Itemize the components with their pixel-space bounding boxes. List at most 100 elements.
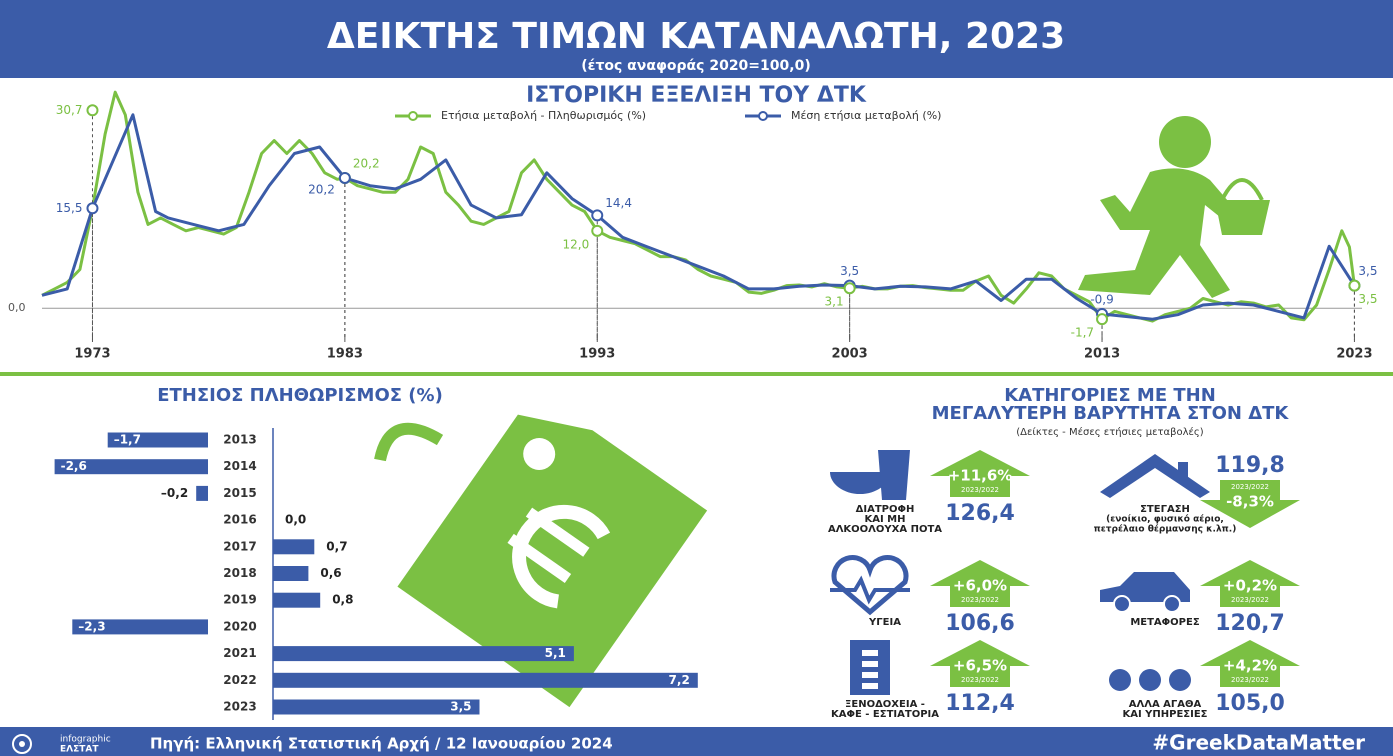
infographic: ΔΕΙΚΤΗΣ ΤΙΜΩΝ ΚΑΤΑΝΑΛΩΤΗ, 2023 (έτος ανα… bbox=[0, 0, 1393, 756]
category-label: 2022 bbox=[223, 673, 256, 687]
x-tick-label: 2003 bbox=[832, 347, 868, 362]
page-subtitle: (έτος αναφοράς 2020=100,0) bbox=[581, 58, 810, 74]
change-value: +6,0% bbox=[953, 577, 1007, 595]
page: ΔΕΙΚΤΗΣ ΤΙΜΩΝ ΚΑΤΑΝΑΛΩΤΗ, 2023 (έτος ανα… bbox=[0, 0, 1393, 756]
y-tick-label: 0,0 bbox=[8, 301, 26, 314]
footer-hashtag: #GreekDataMatter bbox=[1152, 731, 1365, 755]
bar bbox=[196, 486, 208, 501]
bar bbox=[273, 566, 308, 581]
annotation-label: 3,5 bbox=[1358, 264, 1377, 278]
category-name: ΜΕΤΑΦΟΡΕΣ bbox=[1130, 617, 1200, 628]
footer-brand: ΕΛΣΤΑΤ bbox=[60, 745, 99, 755]
annotation-label: -1,7 bbox=[1071, 326, 1094, 340]
category-name: ΚΑΦΕ - ΕΣΤΙΑΤΟΡΙΑ bbox=[831, 709, 939, 720]
value-label: –1,7 bbox=[114, 433, 141, 447]
icon bbox=[862, 661, 878, 667]
category-label: 2023 bbox=[223, 700, 256, 714]
x-tick-label: 2013 bbox=[1084, 347, 1120, 362]
icon bbox=[1139, 669, 1161, 691]
icon bbox=[862, 683, 878, 689]
bar bbox=[273, 539, 314, 554]
index-value: 126,4 bbox=[945, 501, 1015, 526]
annotation-label: 15,5 bbox=[56, 201, 83, 215]
change-period: 2023/2022 bbox=[961, 486, 999, 494]
category-label: 2020 bbox=[223, 619, 256, 633]
category-item: ΑΛΛΑ ΑΓΑΘΑΚΑΙ ΥΠΗΡΕΣΙΕΣ+4,2%2023/2022105… bbox=[1109, 640, 1300, 720]
index-value: 105,0 bbox=[1215, 691, 1285, 716]
annotation-label: 14,4 bbox=[605, 196, 632, 210]
icon bbox=[1169, 669, 1191, 691]
panel-title: ΜΕΓΑΛΥΤΕΡΗ ΒΑΡΥΤΗΤΑ ΣΤΟΝ ΔΤΚ bbox=[932, 403, 1290, 424]
category-label: 2015 bbox=[223, 486, 256, 500]
legend-label: Μέση ετήσια μεταβολή (%) bbox=[791, 109, 941, 122]
category-item: ΜΕΤΑΦΟΡΕΣ +0,2%2023/2022 120,7 bbox=[1100, 560, 1300, 636]
value-label: 3,5 bbox=[450, 700, 471, 714]
icon bbox=[862, 650, 878, 656]
category-name: ΣΤΕΓΑΣΗ bbox=[1140, 504, 1190, 515]
bar bbox=[273, 673, 698, 688]
legend-label: Ετήσια μεταβολή - Πληθωρισμός (%) bbox=[441, 109, 646, 122]
change-value: +11,6% bbox=[948, 467, 1013, 485]
page-title: ΔΕΙΚΤΗΣ ΤΙΜΩΝ ΚΑΤΑΝΑΛΩΤΗ, 2023 bbox=[327, 16, 1065, 57]
change-period: 2023/2022 bbox=[1231, 483, 1269, 491]
annotation-label: 20,2 bbox=[308, 182, 335, 196]
annotation-marker bbox=[87, 203, 97, 213]
annotation-marker bbox=[845, 283, 855, 293]
walking-figure bbox=[1078, 116, 1270, 298]
category-name: (ενοίκιο, φυσικό αέριο, bbox=[1106, 514, 1224, 525]
category-item: ΞΕΝΟΔΟΧΕΙΑ -ΚΑΦΕ - ΕΣΤΙΑΤΟΡΙΑ+6,5%2023/2… bbox=[831, 640, 1030, 720]
value-label: 0,8 bbox=[332, 593, 353, 607]
icon bbox=[1100, 454, 1210, 498]
annotation-label: 12,0 bbox=[563, 237, 590, 251]
icon bbox=[1164, 596, 1180, 612]
footer-brand: infographic bbox=[60, 735, 111, 745]
annotation-marker bbox=[87, 105, 97, 115]
panel-subtitle: (Δείκτες - Μέσες ετήσιες μεταβολές) bbox=[1016, 426, 1204, 438]
icon bbox=[834, 558, 906, 612]
footer-source: Πηγή: Ελληνική Στατιστική Αρχή / 12 Ιανο… bbox=[150, 735, 613, 753]
chart-title: ΕΤΗΣΙΟΣ ΠΛΗΘΩΡΙΣΜΟΣ (%) bbox=[157, 385, 443, 406]
bar bbox=[273, 593, 320, 608]
legend-marker bbox=[409, 112, 417, 120]
annotation-label: 3,5 bbox=[1358, 292, 1377, 306]
change-value: -8,3% bbox=[1226, 493, 1274, 511]
category-name: ΑΛΚΟΟΛΟΥΧΑ ΠΟΤΑ bbox=[828, 524, 942, 535]
index-value: 119,8 bbox=[1215, 453, 1285, 478]
index-value: 112,4 bbox=[945, 691, 1015, 716]
annotation-label: 3,5 bbox=[840, 264, 859, 278]
icon bbox=[1114, 596, 1130, 612]
category-label: 2013 bbox=[223, 433, 256, 447]
annotation-label: 20,2 bbox=[353, 156, 380, 170]
category-label: 2014 bbox=[223, 459, 256, 473]
change-period: 2023/2022 bbox=[1231, 676, 1269, 684]
annotation-marker bbox=[592, 210, 602, 220]
value-label: 7,2 bbox=[669, 673, 690, 687]
category-item: ΥΓΕΙΑ +6,0%2023/2022 106,6 bbox=[830, 558, 1030, 636]
category-label: 2016 bbox=[223, 513, 256, 527]
change-value: +4,2% bbox=[1223, 657, 1277, 675]
chart-title: ΙΣΤΟΡΙΚΗ ΕΞΕΛΙΞΗ ΤΟΥ ΔΤΚ bbox=[526, 83, 867, 108]
index-value: 120,7 bbox=[1215, 611, 1285, 636]
x-tick-label: 2023 bbox=[1336, 347, 1372, 362]
bar bbox=[273, 646, 574, 661]
x-tick-label: 1983 bbox=[327, 347, 363, 362]
category-name: ΥΓΕΙΑ bbox=[868, 617, 901, 628]
icon bbox=[862, 672, 878, 678]
x-tick-label: 1993 bbox=[579, 347, 615, 362]
x-tick-label: 1973 bbox=[74, 347, 110, 362]
separator bbox=[0, 372, 1393, 376]
icon bbox=[878, 450, 910, 500]
annotation-marker bbox=[1349, 281, 1359, 291]
category-label: 2017 bbox=[223, 539, 256, 553]
change-period: 2023/2022 bbox=[1231, 596, 1269, 604]
index-value: 106,6 bbox=[945, 611, 1015, 636]
annotation-marker bbox=[592, 226, 602, 236]
category-name: ΚΑΙ ΥΠΗΡΕΣΙΕΣ bbox=[1122, 709, 1207, 720]
value-label: 0,6 bbox=[320, 566, 341, 580]
value-label: 0,7 bbox=[326, 539, 347, 553]
icon bbox=[1109, 669, 1131, 691]
change-period: 2023/2022 bbox=[961, 596, 999, 604]
change-value: +0,2% bbox=[1223, 577, 1277, 595]
value-label: 5,1 bbox=[545, 646, 566, 660]
